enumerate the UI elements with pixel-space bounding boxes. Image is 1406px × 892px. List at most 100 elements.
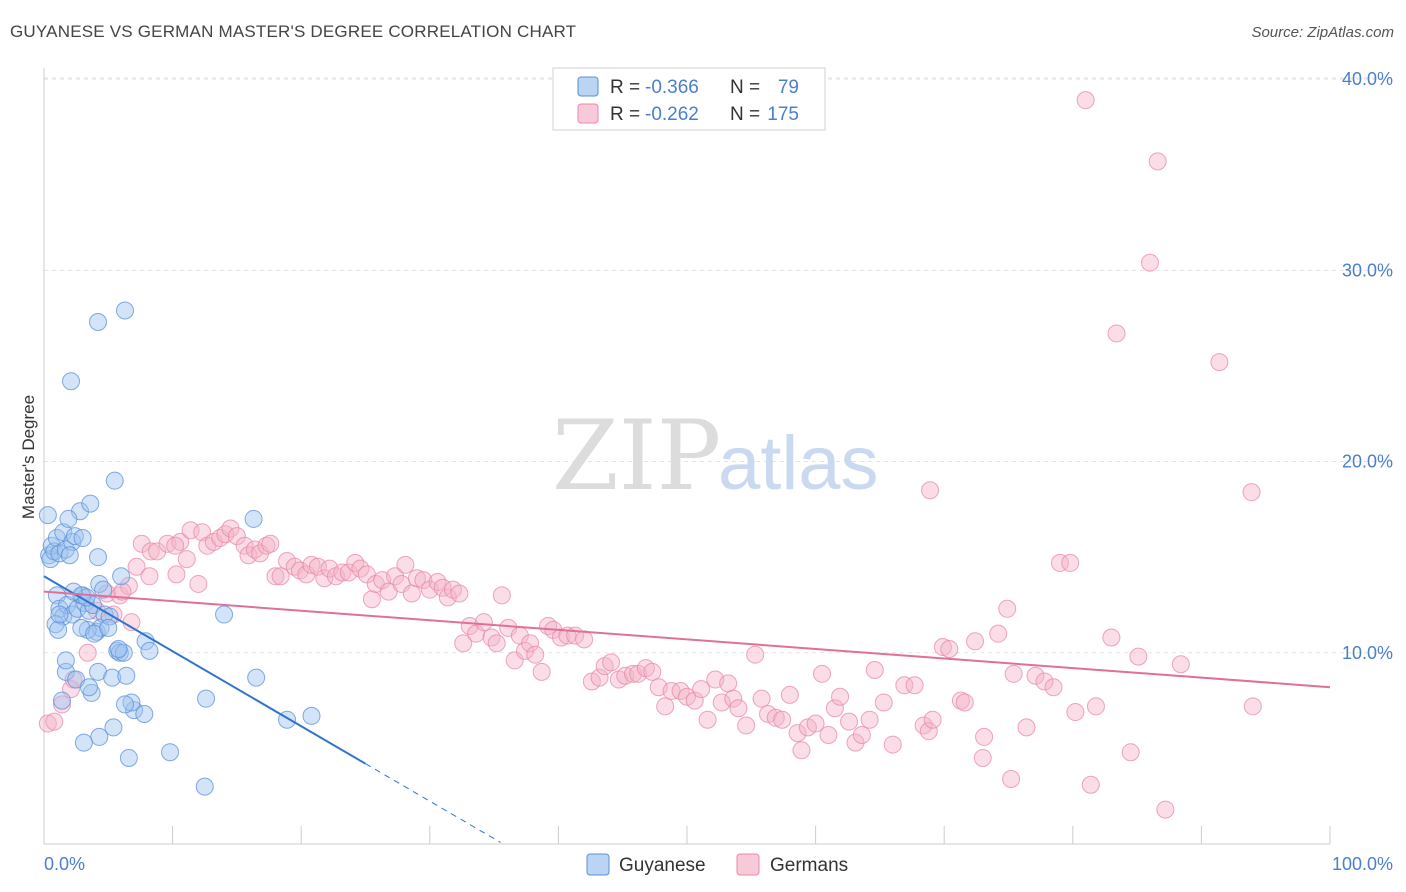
germans-point-109 xyxy=(737,716,756,735)
guyanese-point-61 xyxy=(197,689,216,708)
source-label: Source: ZipAtlas.com xyxy=(1251,24,1394,41)
germans-point-46 xyxy=(339,563,358,582)
germans-point-153 xyxy=(1066,703,1085,722)
germans-point-120 xyxy=(813,664,832,683)
germans-point-129 xyxy=(874,693,893,712)
series-legend-label-germans: Germans xyxy=(770,855,848,876)
germans-point-128 xyxy=(865,660,884,679)
guyanese-point-60 xyxy=(161,743,180,762)
germans-point-119 xyxy=(806,714,825,733)
germans-point-136 xyxy=(933,638,952,657)
germans-point-151 xyxy=(1050,553,1069,572)
germans-point-121 xyxy=(819,726,838,745)
y-tick-label-30: 30.0% xyxy=(1342,260,1393,280)
germans-point-127 xyxy=(860,710,879,729)
germans-point-152 xyxy=(1061,553,1080,572)
germans-point-130 xyxy=(883,735,902,754)
y-axis-title: Master's Degree xyxy=(19,395,38,519)
guyanese-point-15 xyxy=(73,529,92,548)
guyanese-point-39 xyxy=(56,651,75,670)
germans-point-154 xyxy=(1076,91,1095,110)
guyanese-point-53 xyxy=(140,641,159,660)
germans-point-21 xyxy=(193,523,212,542)
guyanese-point-65 xyxy=(244,509,263,528)
germans-point-27 xyxy=(227,527,246,546)
germans-point-139 xyxy=(955,693,974,712)
germans-point-169 xyxy=(140,567,159,586)
germans-point-70 xyxy=(482,628,501,647)
germans-point-155 xyxy=(1081,775,1100,794)
germans-point-57 xyxy=(402,584,421,603)
y-tick-labels: 10.0% 20.0% 30.0% 40.0% xyxy=(1342,69,1393,663)
watermark-atlas: atlas xyxy=(718,421,879,506)
germans-point-97 xyxy=(656,697,675,716)
guyanese-point-12 xyxy=(59,509,78,528)
germans-point-134 xyxy=(919,722,938,741)
guyanese-point-54 xyxy=(109,639,128,658)
y-tick-label-10: 10.0% xyxy=(1342,643,1393,663)
germans-point-15 xyxy=(148,542,167,561)
correlation-legend: R = -0.366 N = 79 R = -0.262 N = 175 xyxy=(552,67,826,131)
guyanese-point-63 xyxy=(215,605,234,624)
germans-point-89 xyxy=(602,653,621,672)
germans-point-135 xyxy=(923,710,942,729)
legend-swatch-germans xyxy=(577,103,599,124)
series-legend: Guyanese Germans xyxy=(586,853,848,876)
series-legend-label-guyanese: Guyanese xyxy=(619,855,706,876)
trend-lines xyxy=(43,575,1331,843)
germans-point-47 xyxy=(346,553,365,572)
germans-point-161 xyxy=(1140,253,1159,272)
germans-point-158 xyxy=(1107,324,1126,343)
germans-point-108 xyxy=(729,699,748,718)
germans-point-166 xyxy=(1242,483,1261,502)
guyanese-trend-line xyxy=(43,575,367,765)
germans-point-95 xyxy=(643,662,662,681)
guyanese-point-0 xyxy=(38,506,57,525)
germans-point-59 xyxy=(414,571,433,590)
germans-point-87 xyxy=(590,668,609,687)
legend-n-value-1: 79 xyxy=(778,77,799,98)
guyanese-point-78 xyxy=(99,618,118,637)
guyanese-point-69 xyxy=(89,312,108,331)
germans-point-20 xyxy=(181,521,200,540)
guyanese-point-73 xyxy=(112,567,131,586)
germans-point-110 xyxy=(746,645,765,664)
germans-point-113 xyxy=(766,708,785,727)
guyanese-point-20 xyxy=(63,605,82,624)
guyanese-point-58 xyxy=(104,718,123,737)
germans-point-164 xyxy=(1171,655,1190,674)
germans-point-146 xyxy=(1004,664,1023,683)
germans-point-111 xyxy=(752,689,771,708)
germans-point-125 xyxy=(846,733,865,752)
germans-point-148 xyxy=(1026,666,1045,685)
germans-point-156 xyxy=(1086,697,1105,716)
germans-point-50 xyxy=(362,590,381,609)
germans-point-107 xyxy=(724,689,743,708)
x-tick-label-max: 100.0% xyxy=(1332,854,1393,874)
germans-point-171 xyxy=(189,574,208,593)
guyanese-point-57 xyxy=(74,733,93,752)
guyanese-point-51 xyxy=(135,704,154,723)
guyanese-point-42 xyxy=(80,678,99,697)
germans-point-163 xyxy=(1156,800,1175,819)
y-tick-label-20: 20.0% xyxy=(1342,452,1393,472)
germans-point-123 xyxy=(831,687,850,706)
germans-point-132 xyxy=(905,676,924,695)
germans-point-66 xyxy=(454,634,473,653)
germans-point-101 xyxy=(685,691,704,710)
germans-point-2 xyxy=(53,695,72,714)
germans-point-131 xyxy=(895,676,914,695)
germans-points xyxy=(38,91,1262,819)
germans-point-168 xyxy=(921,481,940,500)
guyanese-trend-line-extension xyxy=(365,763,501,843)
guyanese-point-70 xyxy=(116,301,135,320)
germans-point-82 xyxy=(551,628,570,647)
germans-point-12 xyxy=(127,557,146,576)
germans-point-1 xyxy=(45,712,64,731)
guyanese-point-7 xyxy=(54,523,73,542)
guyanese-point-59 xyxy=(119,748,138,767)
germans-point-149 xyxy=(1035,672,1054,691)
series-legend-swatch-guyanese xyxy=(586,853,610,876)
series-legend-swatch-germans xyxy=(736,853,760,876)
